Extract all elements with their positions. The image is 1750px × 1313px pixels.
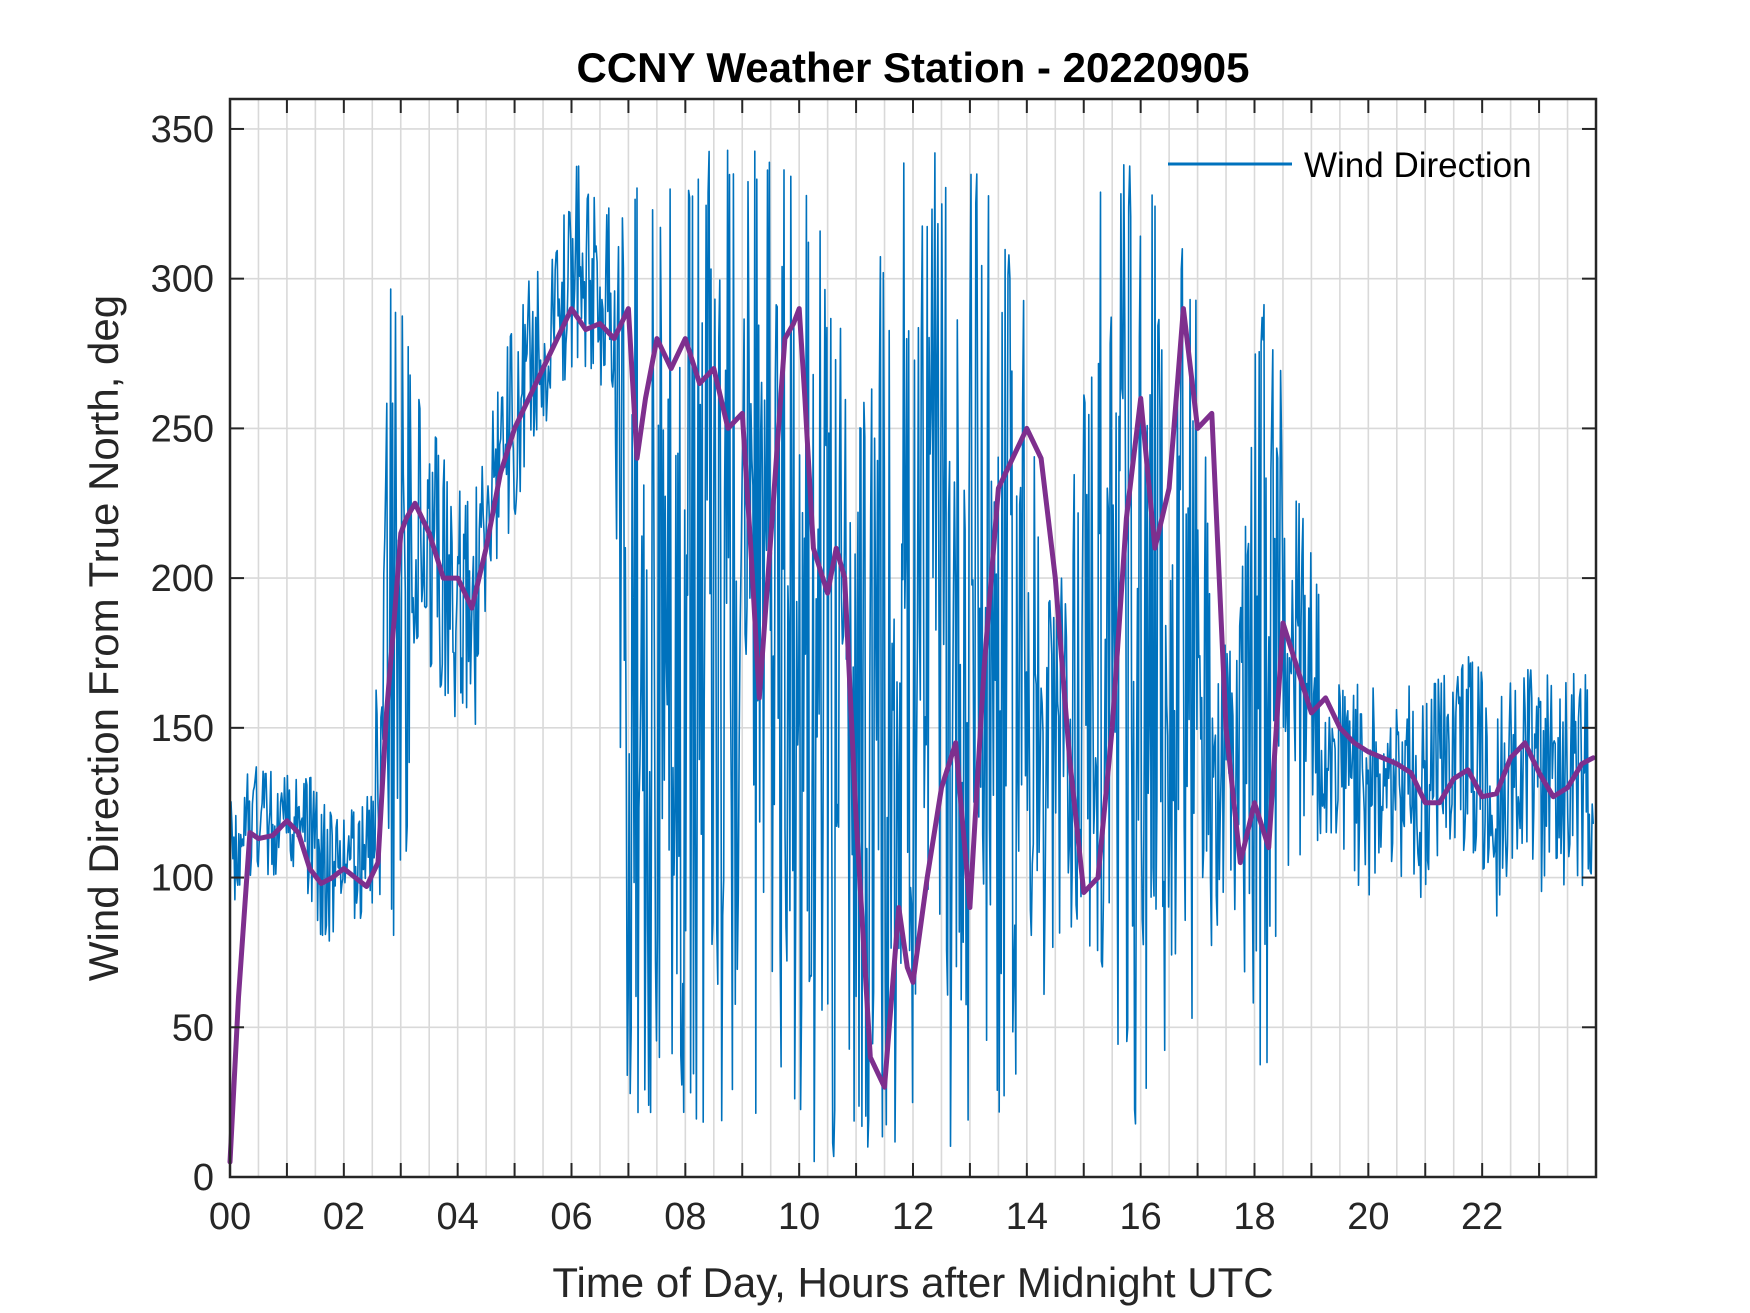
x-tick-label: 20: [1347, 1196, 1389, 1238]
x-tick-label: 02: [323, 1196, 365, 1238]
x-tick-label: 04: [437, 1196, 479, 1238]
legend: Wind Direction: [1168, 146, 1532, 185]
y-tick-label: 200: [151, 558, 214, 600]
x-axis-label: Time of Day, Hours after Midnight UTC: [552, 1259, 1273, 1306]
chart-title: CCNY Weather Station - 20220905: [576, 44, 1249, 91]
legend-label-wind-direction: Wind Direction: [1304, 146, 1532, 185]
y-tick-label: 0: [193, 1157, 214, 1199]
x-tick-label: 12: [892, 1196, 934, 1238]
x-tick-label: 08: [664, 1196, 706, 1238]
wind-direction-smoothed-series: [227, 306, 1596, 1165]
x-tick-label: 00: [209, 1196, 251, 1238]
y-tick-label: 350: [151, 109, 214, 151]
x-tick-label: 16: [1120, 1196, 1162, 1238]
x-tick-label: 22: [1461, 1196, 1503, 1238]
x-tick-label: 06: [550, 1196, 592, 1238]
wind-direction-smoothed-line: [227, 306, 1596, 1165]
y-tick-label: 300: [151, 259, 214, 301]
y-tick-label: 50: [172, 1007, 214, 1049]
y-axis-label: Wind Direction From True North, deg: [80, 295, 127, 981]
wind-direction-raw-line: [229, 149, 1594, 1163]
wind-direction-raw-series: [229, 149, 1594, 1163]
x-tick-label: 14: [1006, 1196, 1048, 1238]
y-tick-label: 100: [151, 858, 214, 900]
y-tick-label: 150: [151, 708, 214, 750]
y-tick-label: 250: [151, 408, 214, 450]
x-tick-label: 18: [1233, 1196, 1275, 1238]
axis-ticks: 00 02 04 06 08 10 12 14 16 18 20 22 0 50 100 150 200 250 3…: [151, 99, 1596, 1238]
x-tick-label: 10: [778, 1196, 820, 1238]
grid-lines: [230, 99, 1596, 1177]
plot-area-frame: [228, 97, 1598, 1179]
